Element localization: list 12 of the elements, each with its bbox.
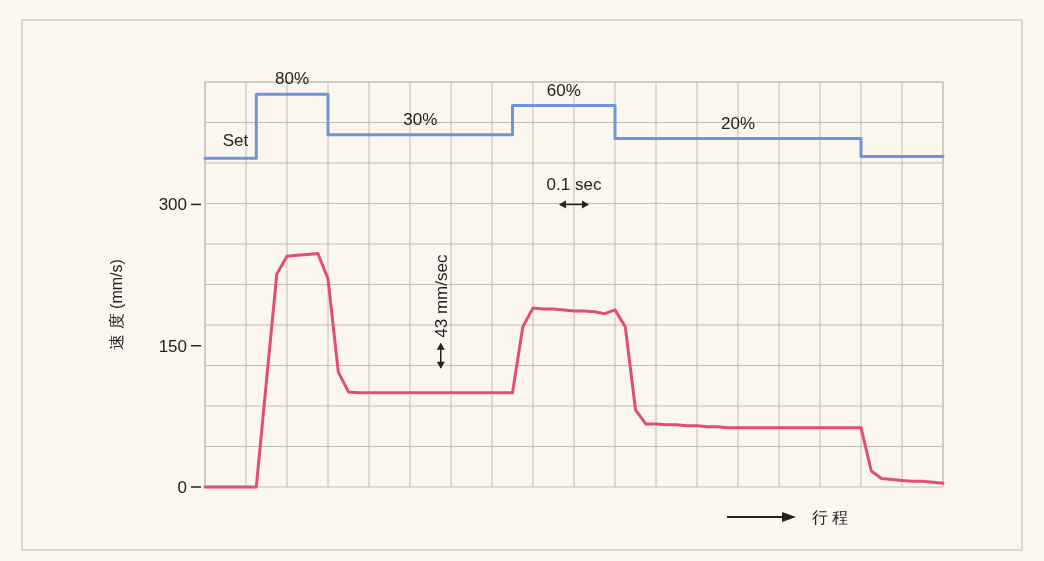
- y-tick-label: 300: [158, 195, 187, 215]
- annotation: 80%: [275, 69, 310, 89]
- annotation: 43 mm/sec: [431, 254, 451, 338]
- annotation: 60%: [546, 80, 581, 100]
- annotation: 20%: [720, 113, 756, 133]
- y-axis-title: 速 度 (mm/s): [108, 259, 125, 350]
- series-label: Set: [222, 131, 249, 151]
- x-axis-title: 行 程: [812, 509, 849, 526]
- y-tick-label: 150: [158, 336, 187, 356]
- annotation: 0.1 sec: [546, 175, 602, 195]
- y-tick-label: 0: [177, 478, 187, 497]
- annotation: 30%: [403, 109, 438, 129]
